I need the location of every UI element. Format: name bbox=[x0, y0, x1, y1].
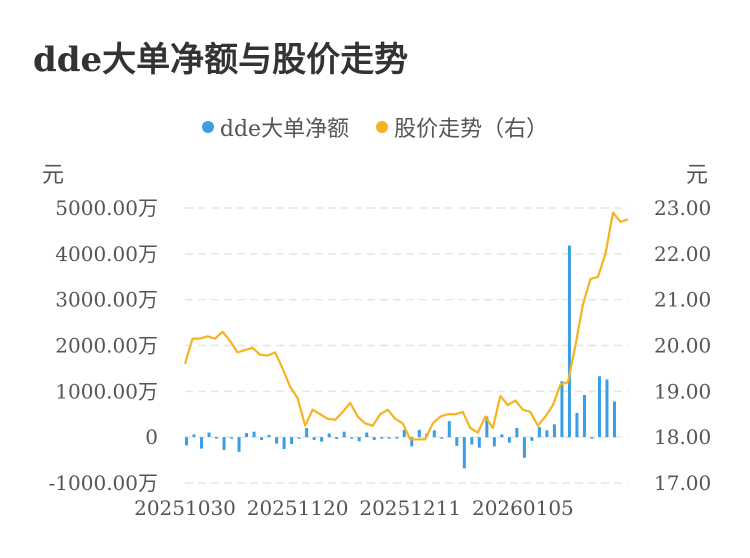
bar bbox=[342, 431, 346, 438]
left-axis-unit: 元 bbox=[42, 163, 65, 188]
bar bbox=[507, 437, 511, 443]
bar bbox=[545, 430, 549, 438]
right-tick-label: 17.00 bbox=[654, 471, 711, 495]
bar bbox=[492, 437, 496, 447]
bar bbox=[582, 395, 586, 438]
bar bbox=[335, 437, 339, 439]
bar bbox=[245, 433, 249, 438]
bar bbox=[402, 429, 406, 438]
bar bbox=[455, 437, 459, 446]
left-tick-label: 2000.00万 bbox=[55, 334, 158, 358]
bar bbox=[350, 437, 354, 439]
bar bbox=[440, 437, 444, 439]
x-tick-label: 20251030 bbox=[134, 496, 236, 520]
bar bbox=[395, 437, 399, 439]
bar bbox=[432, 430, 436, 438]
legend-dot-price-icon bbox=[376, 121, 389, 133]
bar bbox=[252, 431, 256, 438]
bar bbox=[237, 437, 241, 452]
bar bbox=[275, 437, 279, 444]
bar bbox=[327, 433, 331, 438]
bar bbox=[522, 437, 526, 458]
bar bbox=[297, 437, 301, 439]
left-tick-label: 3000.00万 bbox=[55, 288, 158, 312]
legend: dde大单净额 股价走势（右） bbox=[0, 111, 750, 143]
right-tick-label: 18.00 bbox=[654, 425, 711, 449]
bar bbox=[537, 427, 541, 438]
legend-label-price: 股价走势（右） bbox=[394, 117, 549, 142]
bar bbox=[552, 424, 556, 438]
bar bbox=[560, 381, 564, 438]
bar bbox=[312, 437, 316, 440]
bar bbox=[530, 437, 534, 441]
bar bbox=[515, 428, 519, 438]
right-tick-label: 22.00 bbox=[654, 242, 711, 266]
bar bbox=[282, 437, 286, 450]
bar bbox=[215, 437, 219, 439]
left-tick-label: -1000.00万 bbox=[49, 471, 158, 495]
right-tick-label: 23.00 bbox=[654, 196, 711, 220]
bar bbox=[597, 376, 601, 438]
left-tick-label: 0 bbox=[145, 425, 158, 449]
bar bbox=[477, 437, 481, 448]
bar bbox=[372, 437, 376, 440]
legend-dot-dde-icon bbox=[201, 121, 214, 133]
bar bbox=[462, 437, 466, 469]
bar bbox=[357, 437, 361, 442]
right-tick-label: 19.00 bbox=[654, 379, 711, 403]
chart-title: dde大单净额与股价走势 bbox=[33, 40, 409, 80]
bar bbox=[447, 421, 451, 438]
legend-label-dde: dde大单净额 bbox=[219, 117, 350, 142]
x-tick-label: 20260105 bbox=[472, 496, 574, 520]
bar bbox=[207, 432, 211, 438]
bar bbox=[500, 434, 504, 438]
bar bbox=[365, 432, 369, 438]
bar bbox=[380, 437, 384, 439]
bar bbox=[222, 437, 226, 450]
left-tick-label: 4000.00万 bbox=[55, 242, 158, 266]
bar bbox=[612, 401, 616, 438]
left-tick-label: 1000.00万 bbox=[55, 379, 158, 403]
left-tick-label: 5000.00万 bbox=[55, 196, 158, 220]
legend-item-price[interactable]: 股价走势（右） bbox=[376, 111, 548, 143]
bar bbox=[200, 437, 204, 449]
right-axis-unit: 元 bbox=[685, 163, 708, 188]
bar bbox=[387, 437, 391, 439]
bar bbox=[590, 437, 594, 439]
legend-item-dde[interactable]: dde大单净额 bbox=[201, 111, 350, 143]
price-line bbox=[183, 211, 629, 441]
bar bbox=[575, 412, 579, 438]
right-tick-label: 20.00 bbox=[654, 334, 711, 358]
bar bbox=[185, 437, 188, 446]
bar bbox=[417, 429, 421, 438]
x-tick-label: 20251211 bbox=[359, 496, 461, 520]
bar bbox=[267, 434, 271, 438]
bar bbox=[290, 437, 294, 445]
bar bbox=[260, 437, 264, 440]
bar bbox=[230, 437, 234, 439]
bar bbox=[192, 434, 196, 438]
x-tick-label: 20251120 bbox=[247, 496, 349, 520]
bar bbox=[470, 437, 474, 445]
bar bbox=[410, 437, 414, 447]
right-tick-label: 21.00 bbox=[654, 288, 711, 312]
bar bbox=[605, 379, 609, 438]
bar bbox=[485, 416, 489, 438]
bar bbox=[320, 437, 324, 442]
bar bbox=[305, 428, 309, 438]
bar bbox=[567, 245, 571, 438]
